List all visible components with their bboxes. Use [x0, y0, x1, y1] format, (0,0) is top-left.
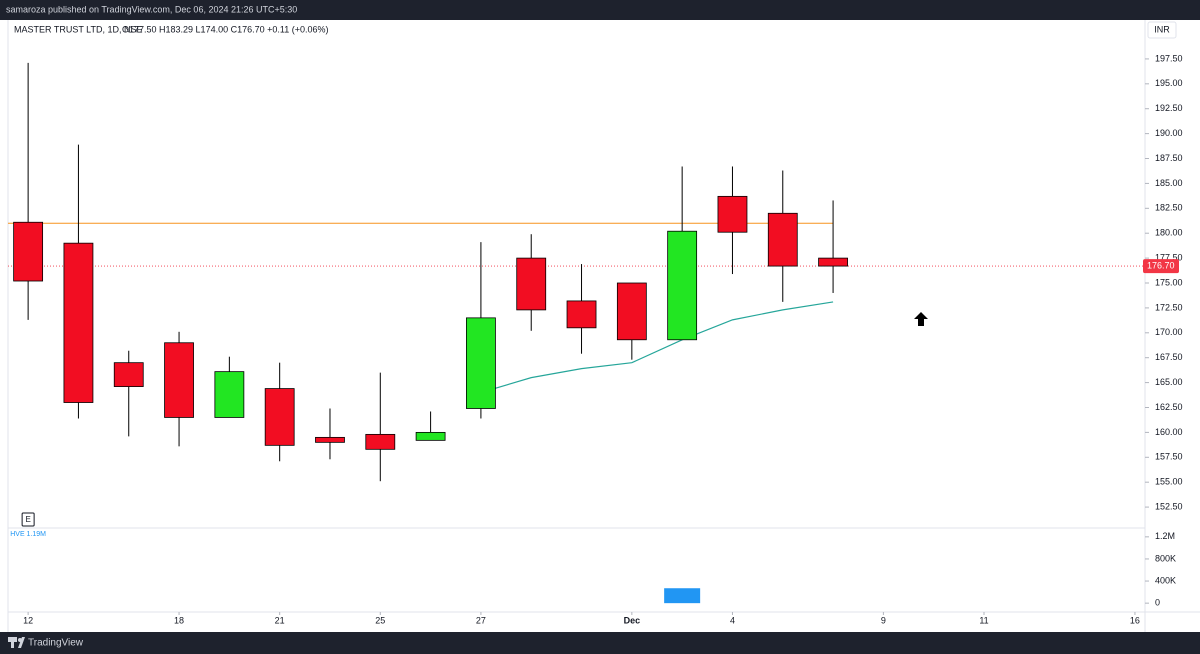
y2-tick-label: 0: [1155, 598, 1160, 608]
x-tick-label: 16: [1130, 615, 1140, 625]
symbol-title: MASTER TRUST LTD, 1D, NSE: [14, 24, 143, 34]
x-tick-label: 18: [174, 615, 184, 625]
y-tick-label: 152.50: [1155, 501, 1183, 511]
brand: TradingView: [28, 638, 84, 649]
y-tick-label: 155.00: [1155, 477, 1183, 487]
candle-body: [616, 282, 647, 341]
x-tick-label: 4: [730, 615, 735, 625]
arrow-icon: [914, 312, 928, 326]
y2-tick-label: 1.2M: [1155, 531, 1175, 541]
candle-body: [767, 212, 798, 267]
candle-body: [415, 431, 446, 441]
y-tick-label: 162.50: [1155, 402, 1183, 412]
y2-tick-label: 800K: [1155, 553, 1176, 563]
earnings-marker-box: [21, 512, 35, 527]
y-tick-label: 182.50: [1155, 203, 1183, 213]
candle-body: [315, 436, 345, 443]
candle-body: [466, 317, 496, 409]
candle-body: [667, 230, 698, 341]
y-tick-label: 160.00: [1155, 427, 1183, 437]
candle-body: [365, 433, 396, 450]
candle-body: [264, 388, 295, 446]
x-tick-label: 9: [881, 615, 886, 625]
x-tick-label: 12: [23, 615, 33, 625]
candle-body: [113, 362, 144, 387]
candle-body: [214, 371, 245, 418]
moving-average: [480, 301, 834, 394]
x-tick-label: 25: [375, 615, 385, 625]
candle-body: [717, 195, 748, 233]
earnings-marker: E: [25, 515, 30, 524]
y-tick-label: 167.50: [1155, 352, 1183, 362]
x-tick-label: 11: [979, 615, 988, 625]
y-tick-label: 195.00: [1155, 78, 1183, 88]
ohlc-header: O177.50 H183.29 L174.00 C176.70 +0.11 (+…: [122, 24, 329, 34]
currency-box[interactable]: [1147, 21, 1177, 39]
currency: INR: [1154, 24, 1170, 34]
y-tick-label: 185.00: [1155, 178, 1183, 188]
candle-body: [818, 257, 848, 267]
candle-body: [566, 300, 597, 329]
volume-bar: [664, 588, 701, 604]
y-tick-label: 190.00: [1155, 128, 1183, 138]
last-price-label: 176.70: [1147, 260, 1175, 270]
top-bar: [0, 0, 1200, 20]
candle-body: [13, 221, 44, 282]
y-tick-label: 177.50: [1155, 252, 1183, 262]
x-tick-label: Dec: [624, 615, 641, 625]
y-tick-label: 192.50: [1155, 103, 1183, 113]
y2-tick-label: 400K: [1155, 575, 1176, 585]
last-price-box: [1143, 259, 1179, 274]
x-tick-label: 27: [476, 615, 486, 625]
y-tick-label: 175.00: [1155, 277, 1183, 287]
candle-body: [164, 342, 194, 418]
y-tick-label: 180.00: [1155, 228, 1183, 238]
y-tick-label: 170.00: [1155, 327, 1183, 337]
candle-body: [63, 242, 94, 403]
bottom-bar: [0, 632, 1200, 654]
y-tick-label: 157.50: [1155, 452, 1183, 462]
publisher-line: samaroza published on TradingView.com, D…: [6, 4, 297, 14]
brand-logo: [8, 637, 25, 648]
candle-body: [516, 257, 547, 311]
y-tick-label: 172.50: [1155, 302, 1183, 312]
hve-label: HVE 1.19M: [10, 531, 46, 538]
y-tick-label: 197.50: [1155, 53, 1183, 63]
y-tick-label: 165.00: [1155, 377, 1183, 387]
y-tick-label: 187.50: [1155, 153, 1183, 163]
x-tick-label: 21: [275, 615, 285, 625]
